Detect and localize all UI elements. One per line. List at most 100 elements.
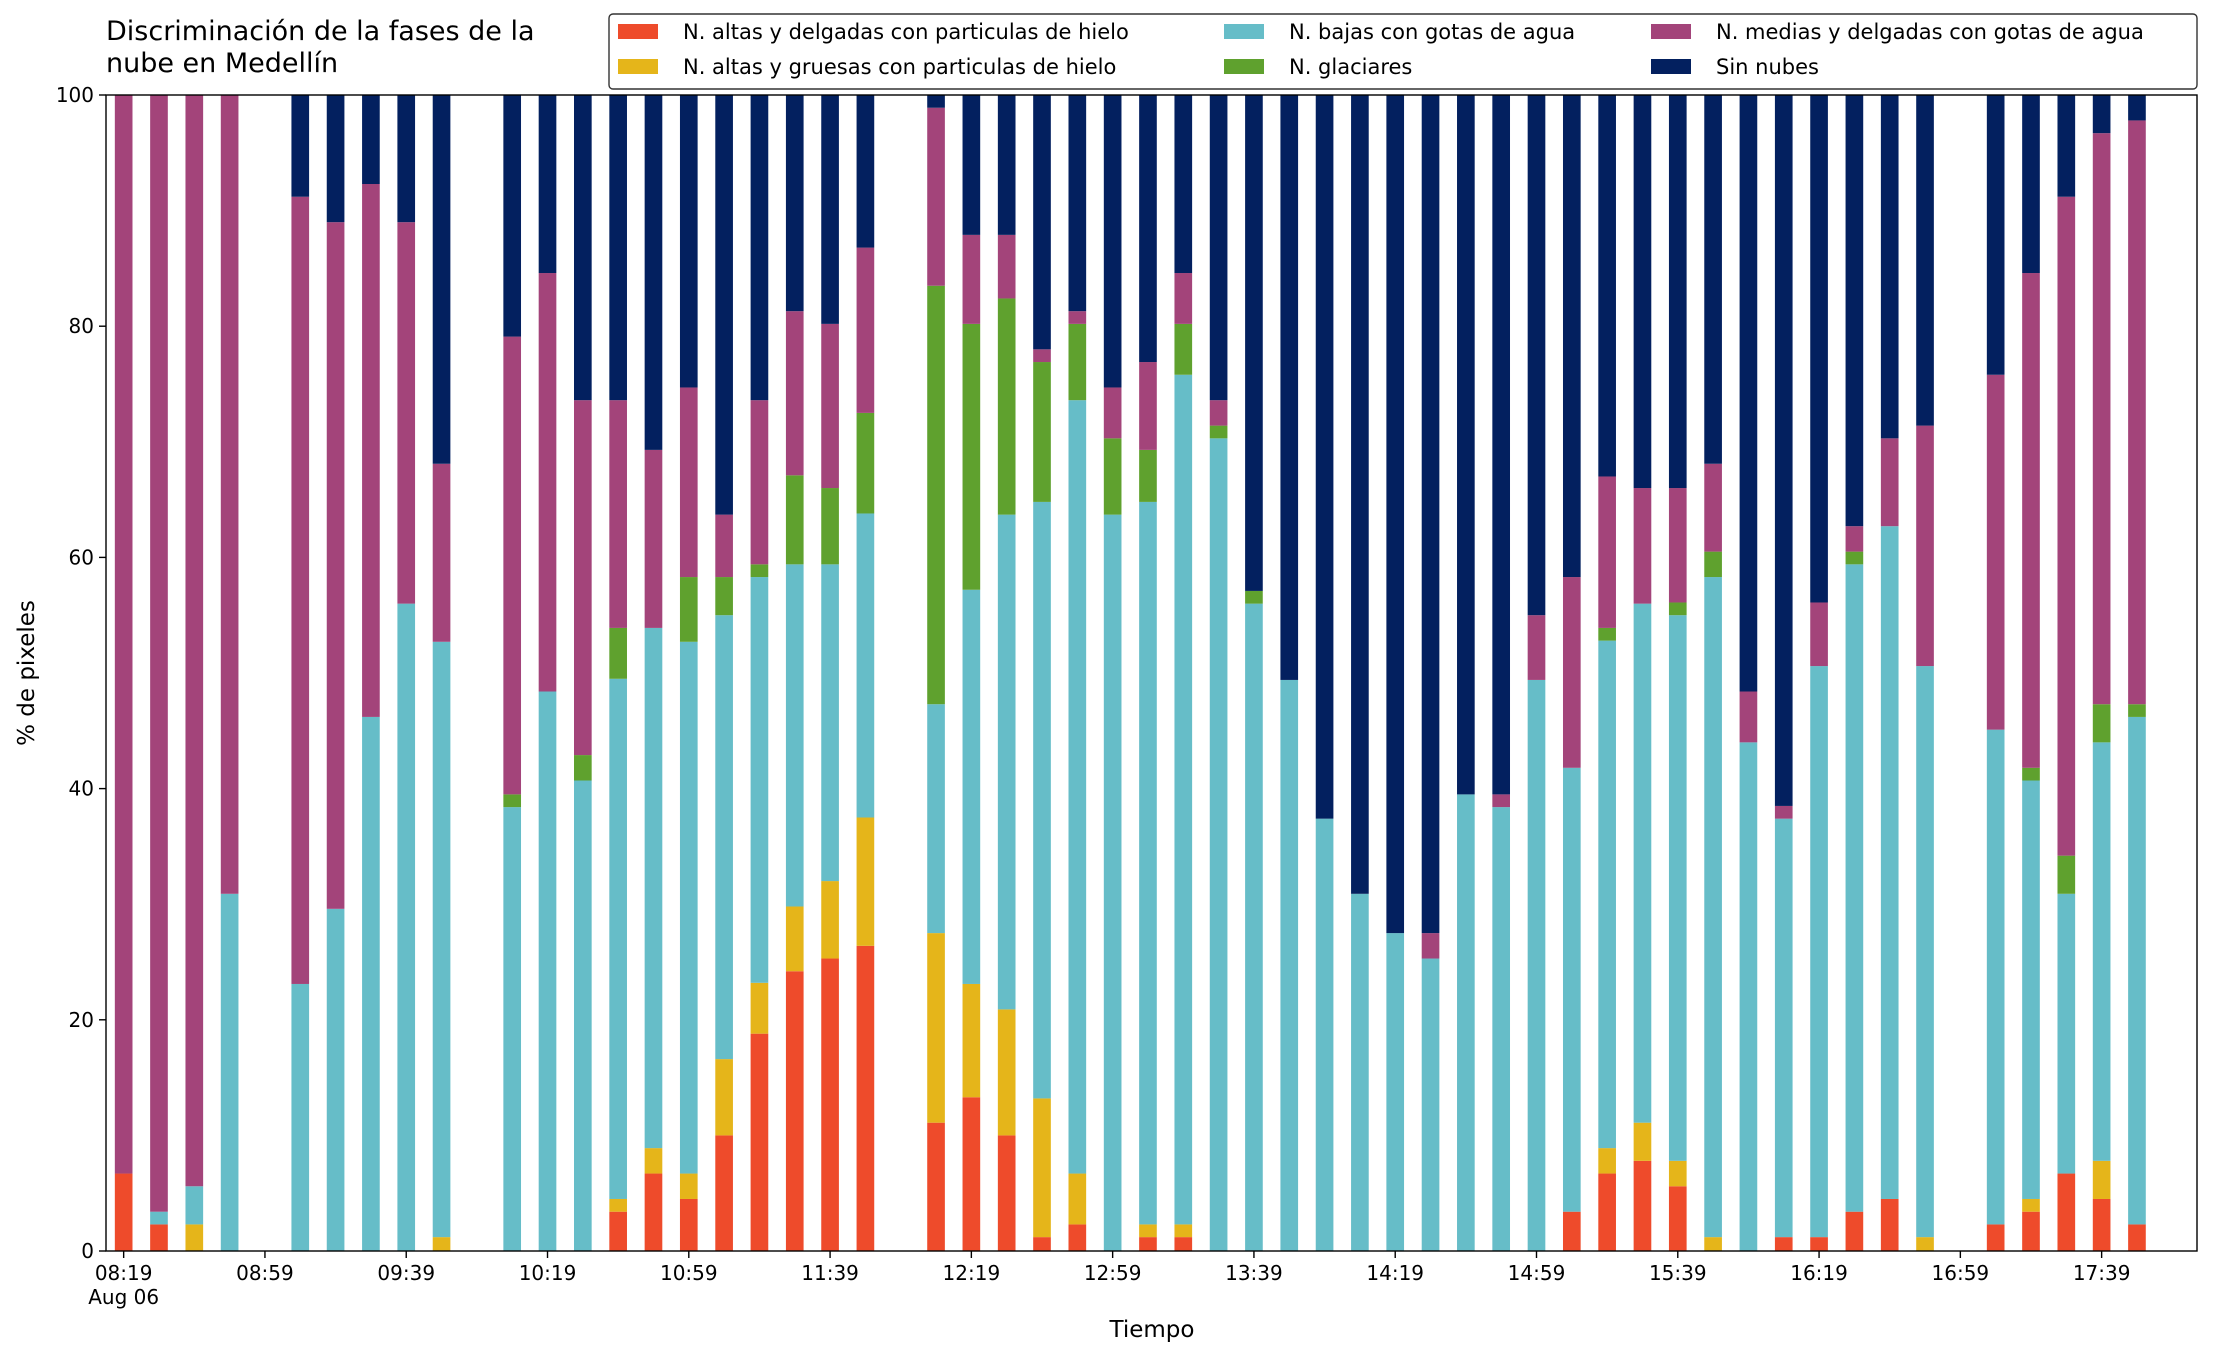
bar-segment — [927, 1122, 945, 1251]
bar-segment — [1598, 627, 1616, 641]
bar-segment — [2092, 742, 2111, 1161]
bar-segment — [609, 1198, 627, 1212]
bar-segment — [1139, 449, 1157, 502]
bar-segment — [785, 906, 804, 972]
bar-segment — [927, 933, 945, 1123]
bar-segment — [1492, 807, 1511, 1251]
bar-segment — [962, 234, 981, 324]
bar-segment — [1245, 590, 1263, 604]
x-tick-label: 12:59 — [1084, 1261, 1142, 1285]
bar-segment — [962, 95, 981, 235]
legend-swatch — [1651, 59, 1691, 74]
bar-segment — [821, 564, 839, 882]
x-tick-label: 10:19 — [519, 1261, 577, 1285]
bar-segment — [503, 807, 522, 1251]
bar-segment — [750, 95, 769, 401]
bar-segment — [291, 983, 310, 1251]
bar-segment — [644, 627, 663, 1149]
bar-segment — [1527, 615, 1546, 680]
bar-segment — [997, 514, 1016, 1010]
bar-segment — [1704, 463, 1722, 552]
bar-segment — [1986, 1224, 2005, 1251]
bar-segment — [1845, 95, 1864, 527]
bar-segment — [1668, 1160, 1687, 1187]
x-tick-label: 14:59 — [1508, 1261, 1566, 1285]
bar-segment — [1845, 526, 1864, 552]
bar-segment — [2022, 95, 2040, 274]
bar-segment — [1810, 1237, 1828, 1251]
bar-segment — [1139, 1224, 1157, 1238]
y-tick-label: 80 — [69, 314, 94, 338]
bar-segment — [1174, 273, 1193, 324]
bar-segment — [1033, 501, 1051, 1099]
bar-segment — [1174, 1237, 1193, 1251]
bar-segment — [1633, 603, 1652, 1123]
bar-segment — [750, 577, 769, 983]
bar-segment — [1457, 794, 1475, 1251]
bar-segment — [997, 95, 1016, 235]
bar-segment — [150, 1211, 168, 1225]
bar-segment — [2092, 704, 2111, 743]
bar-segment — [326, 222, 345, 909]
bar-segment — [2022, 767, 2040, 781]
bar-segment — [1315, 818, 1334, 1251]
bar-segment — [362, 95, 380, 185]
bar-segment — [1598, 1148, 1616, 1174]
bar-segment — [1880, 1198, 1899, 1251]
bar-segment — [962, 1097, 981, 1251]
legend-swatch — [618, 59, 658, 74]
bar-segment — [1139, 362, 1157, 450]
bar-segment — [715, 577, 733, 616]
x-tick-label: 14:19 — [1366, 1261, 1424, 1285]
bar-segment — [962, 983, 981, 1098]
bar-segment — [715, 514, 733, 578]
bar-segment — [1668, 615, 1687, 1161]
bar-segment — [750, 1033, 769, 1251]
bar-segment — [609, 95, 627, 401]
bar-segment — [821, 488, 839, 565]
bar-segment — [1351, 95, 1369, 894]
bar-segment — [1986, 729, 2005, 1225]
bar-segment — [821, 958, 839, 1251]
bar-segment — [1457, 95, 1475, 795]
bar-segment — [1668, 95, 1687, 489]
bar-segment — [1810, 95, 1828, 603]
y-tick-label: 0 — [81, 1239, 94, 1263]
bar-segment — [1174, 1224, 1193, 1238]
bar-segment — [1845, 1211, 1864, 1251]
bar-segment — [927, 107, 945, 286]
bar-segment — [2128, 716, 2146, 1225]
bar-segment — [1633, 1160, 1652, 1251]
chart-title: Discriminación de la fases de la nube en … — [106, 16, 535, 79]
bar-segment — [750, 400, 769, 565]
bar-segment — [856, 95, 875, 248]
bar-segment — [291, 196, 310, 984]
bar-segment — [1033, 1098, 1051, 1238]
bar-segment — [1916, 1237, 1934, 1251]
plot-frame — [105, 94, 2198, 1252]
bar-segment — [362, 184, 380, 717]
bar-segment — [1986, 374, 2005, 730]
bar-segment — [1668, 602, 1687, 616]
bar-segment — [2022, 273, 2040, 768]
bar-segment — [609, 627, 627, 679]
bar-segment — [538, 95, 557, 274]
bar-segment — [1562, 95, 1581, 578]
bar-segment — [1916, 666, 1934, 1238]
bar-segment — [2057, 196, 2076, 856]
bar-segment — [2128, 704, 2146, 717]
y-axis-label: % de pixeles — [14, 600, 40, 746]
bar-segment — [609, 400, 627, 628]
bar-segment — [503, 336, 522, 795]
bar-segment — [1880, 526, 1899, 1199]
bar-segment — [1845, 551, 1864, 565]
bar-segment — [1386, 95, 1405, 934]
bar-segment — [679, 95, 698, 388]
bar-segment — [1103, 438, 1122, 515]
bar-segment — [1280, 679, 1299, 1251]
bar-segment — [1421, 958, 1440, 1251]
bar-segment — [1704, 95, 1722, 464]
bar-segment — [114, 1173, 133, 1251]
bar-segment — [1668, 488, 1687, 603]
x-tick-label: 08:59 — [236, 1261, 294, 1285]
